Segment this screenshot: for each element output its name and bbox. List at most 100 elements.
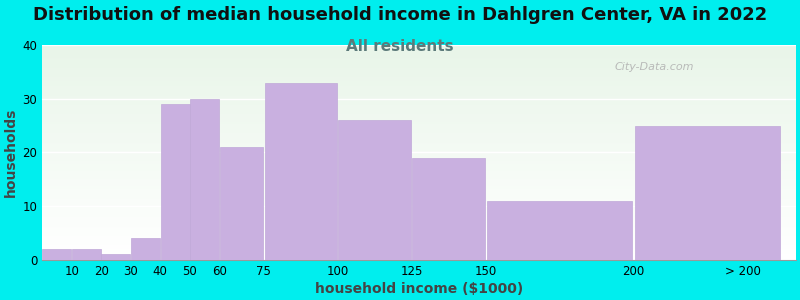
Bar: [42, 171, 796, 172]
Bar: [42, 50, 796, 52]
Bar: [42, 217, 796, 218]
Bar: [42, 180, 796, 181]
Bar: [42, 139, 796, 140]
Bar: [42, 137, 796, 139]
Bar: [42, 112, 796, 113]
Bar: [412, 158, 485, 260]
Bar: [42, 132, 796, 133]
Bar: [42, 196, 796, 198]
Bar: [42, 114, 796, 115]
Bar: [42, 195, 796, 196]
Bar: [42, 45, 796, 46]
Bar: [42, 191, 796, 192]
Bar: [42, 54, 796, 55]
Bar: [42, 241, 796, 242]
Bar: [42, 126, 796, 127]
Bar: [42, 73, 796, 74]
Bar: [42, 66, 796, 67]
Bar: [42, 80, 796, 81]
Bar: [42, 259, 796, 260]
Bar: [42, 238, 796, 239]
Bar: [42, 88, 796, 89]
Bar: [42, 224, 796, 226]
Bar: [42, 91, 796, 92]
Bar: [42, 53, 796, 54]
Bar: [42, 109, 796, 110]
Bar: [42, 76, 796, 77]
Bar: [42, 207, 796, 208]
Bar: [42, 81, 796, 82]
Bar: [42, 59, 796, 60]
Text: City-Data.com: City-Data.com: [615, 62, 694, 72]
Bar: [42, 208, 796, 209]
Bar: [42, 56, 796, 57]
Bar: [42, 118, 796, 119]
Bar: [42, 146, 796, 147]
Bar: [42, 159, 796, 160]
Bar: [42, 128, 796, 129]
Bar: [42, 192, 796, 193]
Bar: [42, 234, 796, 235]
Bar: [42, 58, 796, 59]
Bar: [42, 154, 796, 156]
Bar: [42, 75, 796, 76]
Bar: [42, 188, 796, 189]
Bar: [42, 200, 796, 201]
Bar: [42, 83, 796, 84]
Bar: [42, 252, 796, 253]
Bar: [42, 135, 796, 136]
Bar: [42, 186, 796, 187]
Bar: [42, 226, 796, 228]
Bar: [42, 219, 796, 220]
Bar: [42, 84, 796, 85]
Bar: [42, 64, 796, 66]
Bar: [42, 215, 796, 216]
Bar: [42, 85, 796, 86]
Bar: [42, 213, 796, 214]
Bar: [42, 178, 796, 179]
Bar: [42, 111, 796, 112]
Bar: [42, 127, 796, 128]
Bar: [42, 117, 796, 118]
Bar: [42, 77, 796, 78]
Bar: [42, 244, 796, 245]
Bar: [42, 61, 796, 62]
Bar: [42, 162, 796, 163]
Bar: [42, 68, 796, 69]
Bar: [42, 205, 796, 206]
Bar: [42, 133, 796, 134]
Bar: [42, 193, 796, 194]
Bar: [42, 174, 796, 175]
Bar: [220, 147, 263, 260]
Bar: [42, 119, 796, 120]
Bar: [42, 243, 796, 244]
Bar: [42, 140, 796, 141]
Bar: [42, 69, 796, 70]
Bar: [42, 122, 796, 124]
Bar: [42, 187, 796, 188]
Bar: [42, 157, 796, 158]
Bar: [42, 104, 796, 105]
Bar: [42, 160, 796, 161]
Bar: [42, 170, 796, 171]
Bar: [42, 106, 796, 107]
Bar: [42, 87, 796, 88]
Bar: [42, 90, 796, 91]
Bar: [42, 94, 796, 96]
Bar: [42, 113, 796, 114]
Bar: [42, 67, 796, 68]
Bar: [487, 201, 632, 260]
Bar: [42, 236, 796, 237]
Bar: [42, 163, 796, 164]
Bar: [161, 104, 190, 260]
Text: Distribution of median household income in Dahlgren Center, VA in 2022: Distribution of median household income …: [33, 6, 767, 24]
Bar: [42, 107, 796, 109]
Bar: [42, 130, 796, 131]
Bar: [42, 98, 796, 99]
Bar: [42, 158, 796, 159]
Bar: [42, 179, 796, 180]
Bar: [42, 232, 796, 233]
Bar: [42, 258, 796, 259]
Bar: [42, 116, 796, 117]
Bar: [42, 142, 796, 143]
